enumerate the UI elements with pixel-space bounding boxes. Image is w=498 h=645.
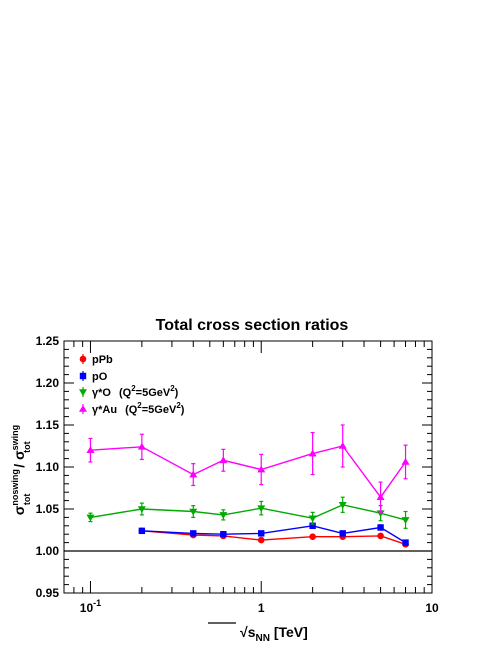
axis-tick-labels: 0.95 1.00 1.05 1.10 1.15 1.20 1.25 10-1 1 10 [36,334,439,615]
y-axis-label: σnoswing tot / σswing tot [10,425,32,515]
data-point [377,524,384,531]
y-label-den-sup: swing [10,425,20,451]
data-point [308,515,317,523]
data-point [189,470,198,478]
series-line [141,530,406,545]
data-point [138,527,146,535]
y-tick-label: 0.95 [36,586,60,600]
data-point [257,536,265,544]
data-point [189,508,198,516]
data-point [338,502,347,509]
y-label-den-sub: tot [22,441,32,453]
x-tick-label: 10 [425,601,439,615]
y-tick-label: 1.20 [36,376,60,390]
data-point [309,533,316,541]
series-layer [86,424,410,548]
x-tick-label: 1 [258,601,265,615]
y-label-slash: / [11,460,27,472]
y-tick-label: 1.25 [36,334,60,348]
series-0 [138,527,409,548]
y-tick-label: 1.05 [36,502,60,516]
data-point [190,530,197,537]
data-point [258,530,265,537]
data-point [401,517,410,524]
data-point [309,522,316,529]
data-point [219,512,228,519]
series-line [90,445,407,499]
data-point [137,442,146,450]
data-point [86,446,95,453]
x-axis-label: √sNN [TeV] [240,624,308,644]
data-point [137,506,146,513]
data-point [257,465,266,473]
series-1 [138,522,409,546]
x-label-sqrt-symbol: √ [240,624,248,640]
legend-marker [79,389,87,396]
y-label-num-sup: noswing [10,469,20,506]
data-point [376,493,385,501]
series-line [90,504,406,521]
series-line [141,525,406,544]
data-point [220,531,227,538]
x-label-sub: NN [255,633,269,644]
data-point [257,505,266,513]
y-tick-label: 1.10 [36,460,60,474]
data-point [401,457,410,465]
x-label-unit: [TeV] [270,624,308,640]
legend: pPb pOγ*O (Q2=5GeV2) γ*Au (Q2=5GeV2) [79,354,185,416]
data-point [86,514,95,522]
data-point [219,456,228,464]
y-label-num-sub: tot [22,494,32,506]
legend-entry-label: γ*Au (Q2=5GeV2) [92,401,185,416]
x-label-s: s [248,624,256,640]
data-point [308,449,317,457]
data-point [338,442,347,449]
y-label-den: σ [11,450,27,460]
x-tick-label: 10-1 [80,598,101,615]
chart-title: Total cross section ratios [156,317,349,334]
y-label-num: σ [11,505,27,515]
series-2 [86,496,410,529]
legend-marker [79,405,87,412]
legend-entry-label: pPb [92,354,113,366]
data-point [339,530,346,537]
y-tick-label: 1.00 [36,544,60,558]
legend-marker [79,372,87,380]
legend-entry-label: γ*O (Q2=5GeV2) [92,384,179,399]
data-point [377,532,384,540]
legend-entry-label: pO [92,371,108,383]
legend-marker [79,355,87,363]
data-point [402,539,409,546]
y-tick-label: 1.15 [36,418,60,432]
series-3 [86,424,410,513]
